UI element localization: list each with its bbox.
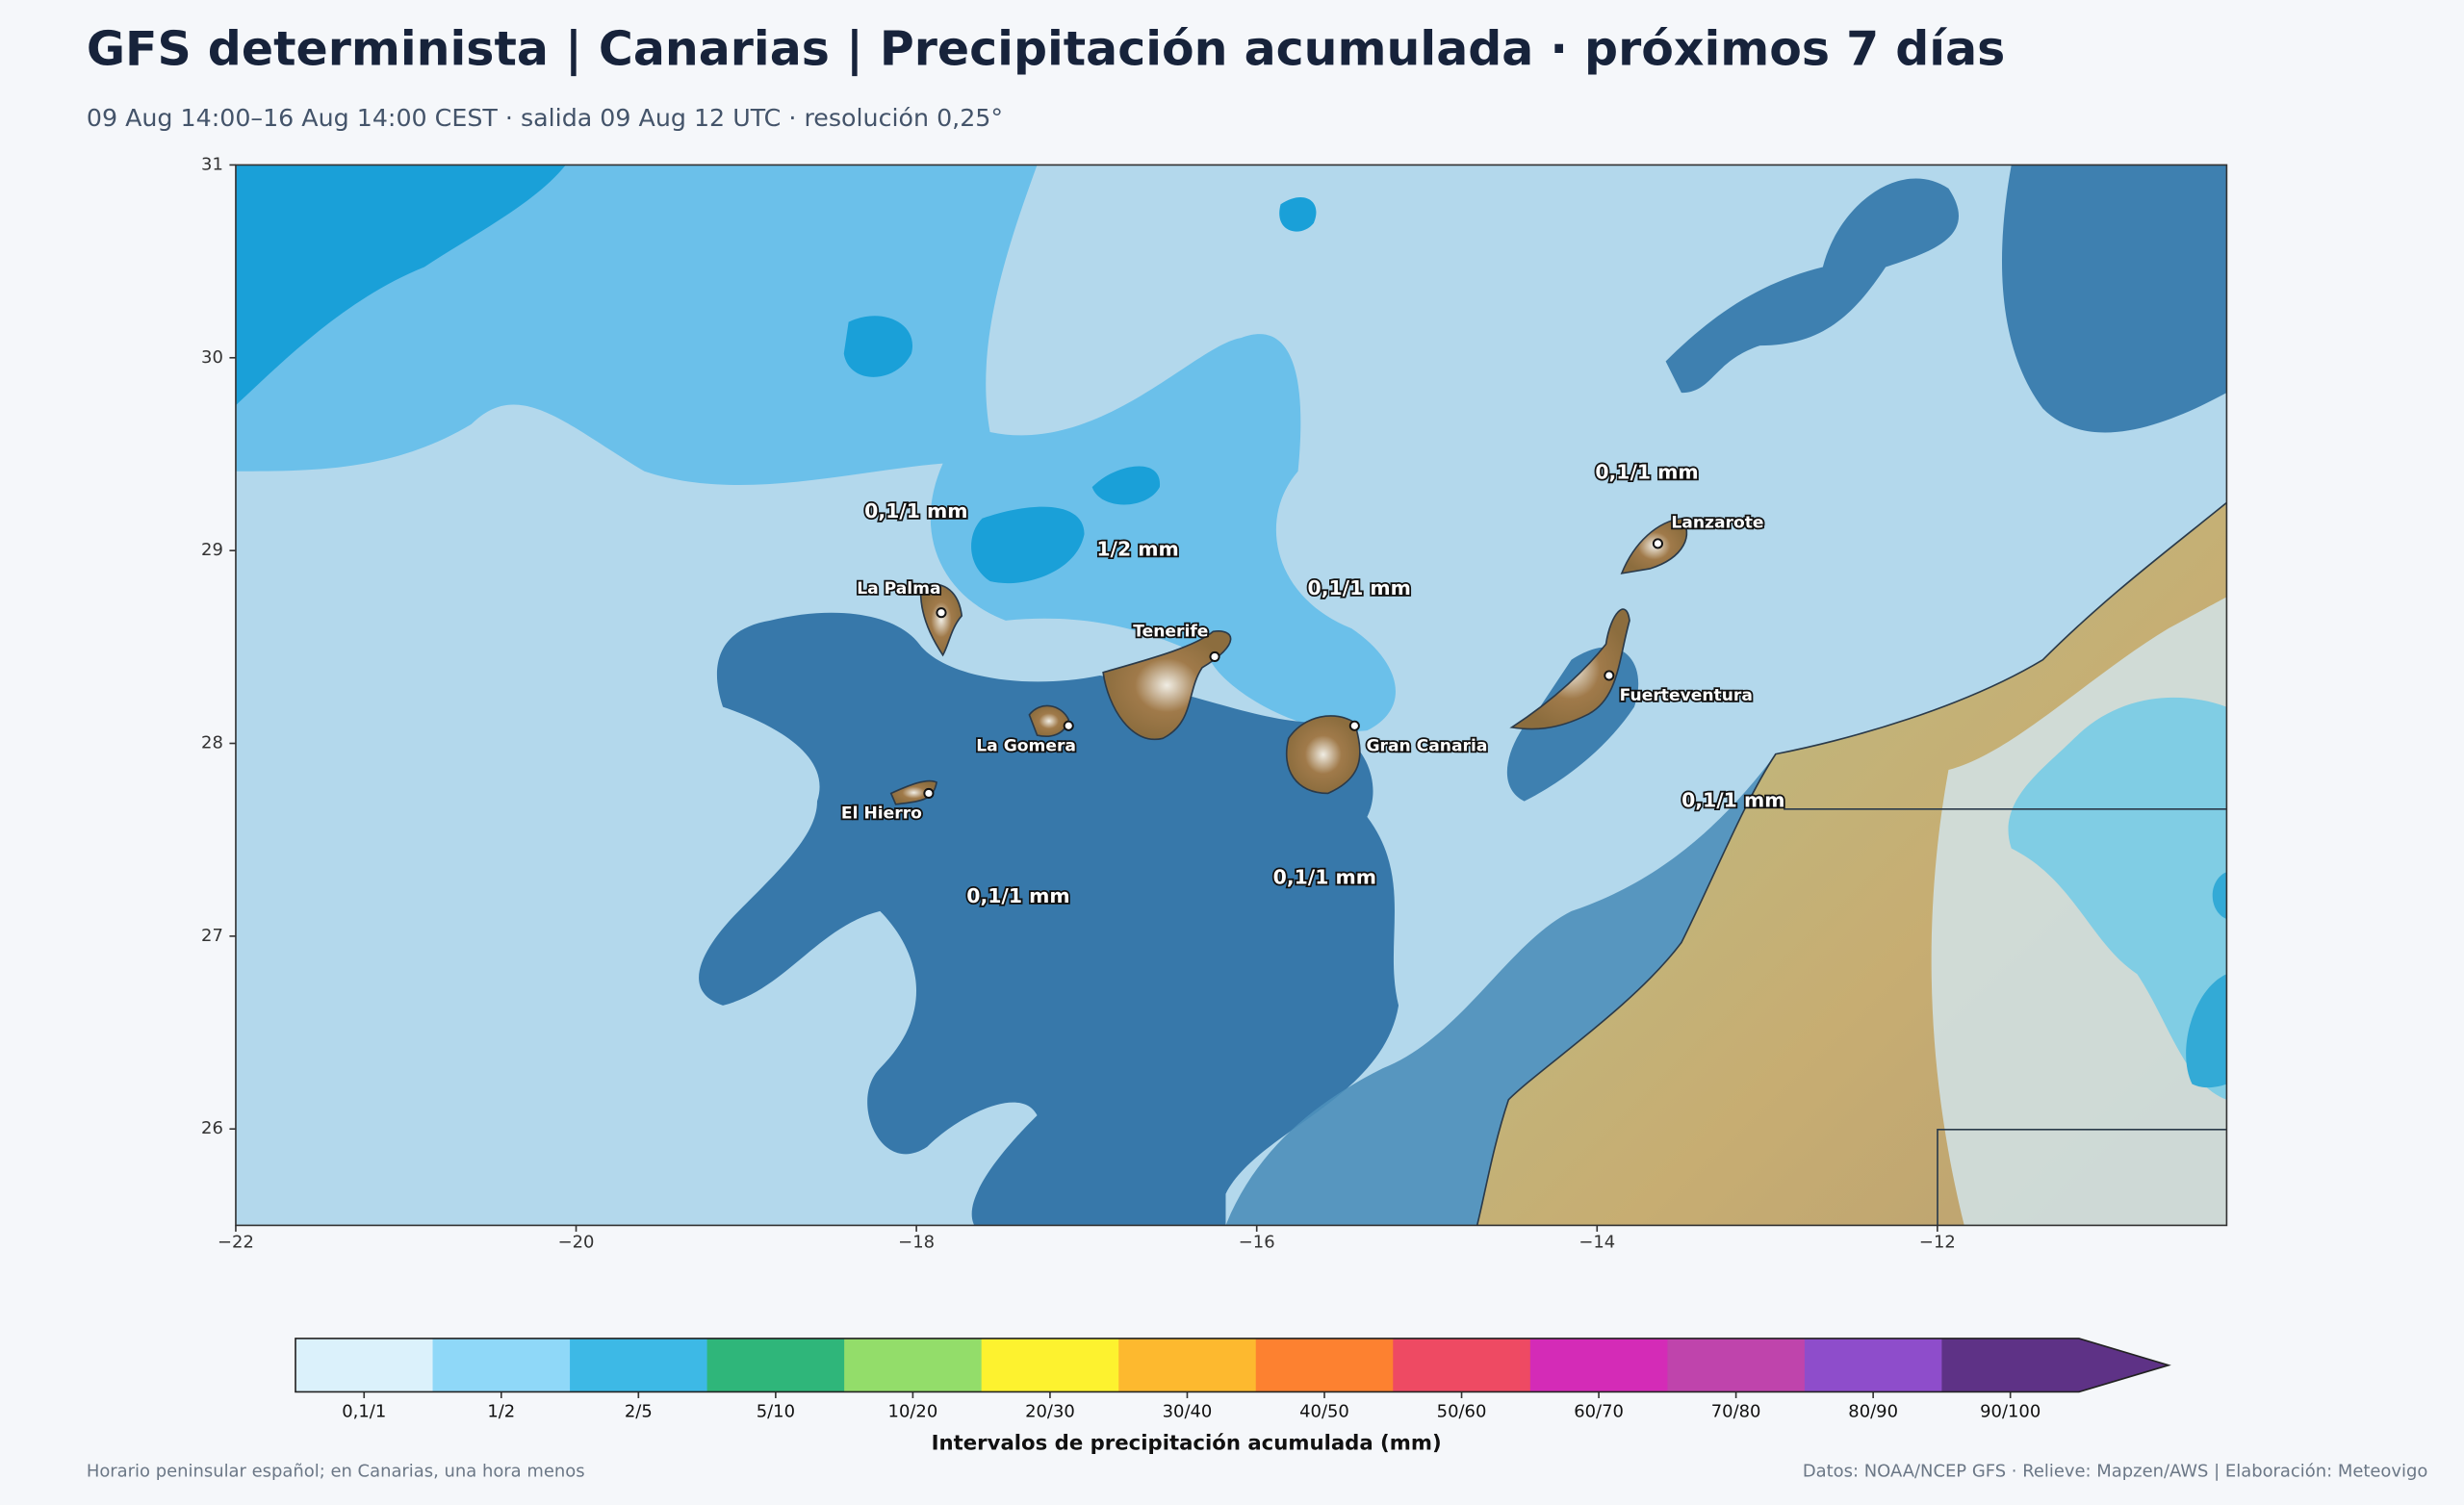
y-tick-label: 26 (201, 1118, 223, 1138)
y-tick-label: 29 (201, 540, 223, 560)
precip-africa-2-5 (2186, 872, 2227, 1088)
island-label: Fuerteventura (1620, 686, 1753, 705)
legend-title: Intervalos de precipitación acumulada (m… (932, 1431, 1442, 1455)
legend-label: 80/90 (1848, 1402, 1898, 1422)
x-tick-label: −12 (1919, 1232, 1956, 1252)
subtitle: 09 Aug 14:00–16 Aug 14:00 CEST · salida … (87, 104, 1003, 132)
map-frame (235, 164, 2228, 1227)
legend-swatch (432, 1338, 571, 1392)
island-label: Gran Canaria (1366, 736, 1487, 755)
y-tick-label: 31 (201, 154, 223, 174)
legend-label: 50/60 (1437, 1402, 1487, 1422)
precip-deep (699, 612, 1399, 1226)
contour-label: 0,1/1 mm (1595, 460, 1698, 483)
footer-left: Horario peninsular español; en Canarias,… (87, 1462, 585, 1482)
precip-northeast (1665, 165, 2227, 433)
legend-label: 70/80 (1711, 1402, 1761, 1422)
legend-label: 1/2 (487, 1402, 515, 1422)
legend-swatch (706, 1338, 845, 1392)
contour-label: 1/2 mm (1096, 537, 1178, 560)
contour-label: 0,1/1 mm (1308, 576, 1411, 599)
island-label: La Gomera (976, 736, 1076, 755)
legend-swatch (1804, 1338, 1943, 1392)
legend-swatch (570, 1338, 708, 1392)
legend-outline (295, 1338, 2171, 1393)
contour-label: 0,1/1 mm (864, 499, 967, 523)
legend-swatch (981, 1338, 1120, 1392)
x-tick-label: −18 (898, 1232, 935, 1252)
legend-swatch (1667, 1338, 1806, 1392)
legend-label: 30/40 (1163, 1402, 1213, 1422)
footer-right: Datos: NOAA/NCEP GFS · Relieve: Mapzen/A… (1803, 1462, 2428, 1482)
map-layers (235, 165, 2227, 1226)
island-label: El Hierro (841, 804, 922, 824)
island-label: Lanzarote (1671, 514, 1763, 533)
title: GFS determinista | Canarias | Precipitac… (87, 21, 2005, 76)
legend-swatch (295, 1338, 434, 1392)
precip-2-5 (235, 165, 566, 406)
legend-label: 90/100 (1980, 1402, 2040, 1422)
legend-swatch (1941, 1338, 2080, 1392)
city-dots (923, 538, 1663, 799)
legend-label: 5/10 (757, 1402, 795, 1422)
legend-swatch (1529, 1338, 1669, 1392)
legend-extend (2078, 1338, 2169, 1392)
legend-swatch (1393, 1338, 1531, 1392)
contour-label: 0,1/1 mm (966, 884, 1069, 907)
borders (1784, 807, 2227, 1226)
coastline (1476, 501, 2227, 1226)
x-tick-label: −20 (558, 1232, 595, 1252)
contour-label: 0,1/1 mm (1681, 789, 1784, 812)
x-tick-label: −22 (218, 1232, 254, 1252)
legend-label: 20/30 (1025, 1402, 1075, 1422)
contour-label: 0,1/1 mm (1273, 866, 1376, 889)
legend-swatch (844, 1338, 983, 1392)
precip-1-2 (235, 165, 1396, 732)
x-tick-label: −16 (1239, 1232, 1275, 1252)
y-tick-label: 30 (201, 347, 223, 368)
x-tick-label: −14 (1578, 1232, 1615, 1252)
legend-label: 60/70 (1574, 1402, 1624, 1422)
legend-label: 10/20 (888, 1402, 938, 1422)
y-tick-label: 28 (201, 733, 223, 753)
legend-label: 40/50 (1299, 1402, 1349, 1422)
island-label: La Palma (857, 579, 940, 599)
legend-label: 2/5 (625, 1402, 653, 1422)
precip-africa-1-2 (2008, 697, 2227, 1100)
legend-label: 0,1/1 (342, 1402, 386, 1422)
y-tick-label: 27 (201, 926, 223, 946)
island-label: Tenerife (1133, 622, 1208, 641)
legend-swatch (1255, 1338, 1395, 1392)
legend-swatch (1118, 1338, 1257, 1392)
